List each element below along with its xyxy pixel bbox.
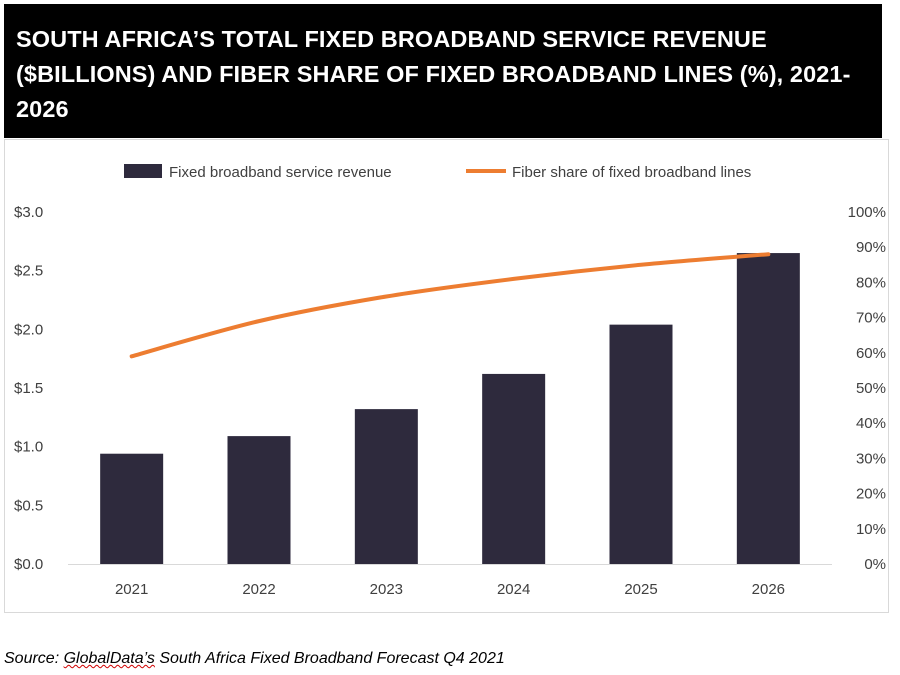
x-tick-label: 2024 — [497, 581, 530, 598]
y-right-tick-label: 0% — [864, 556, 886, 573]
legend-line-label: Fiber share of fixed broadband lines — [512, 164, 751, 181]
y-right-tick-label: 30% — [856, 450, 886, 467]
title-banner: SOUTH AFRICA’S TOTAL FIXED BROADBAND SER… — [4, 4, 882, 138]
y-left-tick-label: $1.5 — [14, 380, 43, 397]
y-right-tick-label: 40% — [856, 415, 886, 432]
fiber-share-line — [129, 252, 771, 359]
y-left-tick-label: $3.0 — [14, 204, 43, 221]
combo-chart: $0.0 $0.5 $1.0 $1.5 $2.0 $2.5 $3.0 0% 10% 20% 30% 4… — [14, 164, 886, 598]
y-right-tick-label: 60% — [856, 345, 886, 362]
bar-2021 — [100, 453, 164, 564]
x-tick-label: 2025 — [624, 581, 657, 598]
y-left-tick-label: $2.0 — [14, 321, 43, 338]
y-left-tick-label: $2.5 — [14, 263, 43, 280]
y-left-tick-label: $1.0 — [14, 439, 43, 456]
bar-2022 — [227, 436, 291, 564]
bar-2023 — [354, 409, 418, 564]
y-right-tick-label: 90% — [856, 239, 886, 256]
y-right-tick-label: 80% — [856, 274, 886, 291]
x-tick-label: 2026 — [752, 581, 785, 598]
x-tick-label: 2023 — [370, 581, 403, 598]
y-right-tick-label: 50% — [856, 380, 886, 397]
legend-bar-swatch — [124, 164, 162, 178]
y-left-tick-label: $0.0 — [14, 556, 43, 573]
bar-2026 — [736, 253, 800, 565]
source-rest: South Africa Fixed Broadband Forecast Q4… — [154, 650, 505, 667]
y-right-tick-label: 10% — [856, 521, 886, 538]
y-right-tick-label: 20% — [856, 486, 886, 503]
x-tick-label: 2022 — [242, 581, 275, 598]
source-prefix: Source: — [4, 650, 64, 667]
y-right-tick-label: 100% — [848, 204, 886, 221]
source-company: GlobalData’s — [63, 650, 155, 667]
y-right-tick-label: 70% — [856, 310, 886, 327]
source-note: Source: GlobalData’s South Africa Fixed … — [4, 650, 505, 668]
bar-2025 — [609, 324, 673, 564]
x-tick-label: 2021 — [115, 581, 148, 598]
legend-bar-label: Fixed broadband service revenue — [169, 164, 392, 181]
chart-area — [4, 139, 889, 613]
y-left-tick-label: $0.5 — [14, 497, 43, 514]
chart-title: SOUTH AFRICA’S TOTAL FIXED BROADBAND SER… — [16, 26, 851, 122]
bar-2024 — [482, 373, 546, 564]
